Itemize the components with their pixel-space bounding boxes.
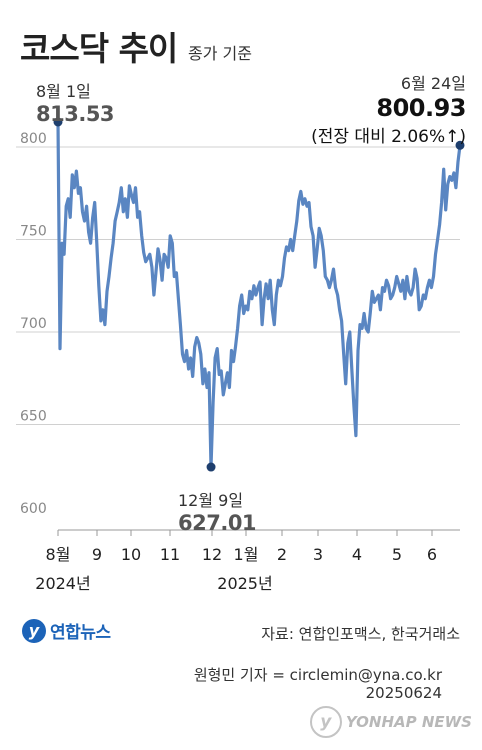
y-axis-ticks: 600 650 700 750 800 <box>20 131 47 517</box>
y-tick-label: 650 <box>20 409 47 425</box>
x-tick-label: 10 <box>121 545 141 564</box>
end-annotation: 6월 24일 800.93 (전장 대비 2.06%↑) <box>311 70 466 147</box>
x-tick-label: 12 <box>202 545 222 564</box>
x-tick-label: 3 <box>313 545 323 564</box>
marker-layer <box>53 117 465 472</box>
x-axis: 8월 9 10 11 12 1월 2 3 4 5 6 2024년 2025년 <box>35 529 460 593</box>
y-tick-label: 800 <box>20 131 47 147</box>
x-tick-label: 6 <box>427 545 437 564</box>
grid-lines <box>16 146 460 425</box>
x-tick-label: 1월 <box>234 545 259 564</box>
chart-subtitle: 종가 기준 <box>188 44 252 63</box>
start-marker <box>53 117 63 127</box>
x-tick-label: 8월 <box>46 545 71 564</box>
reporter-credit: 원형민 기자 = circlemin@yna.co.kr <box>193 666 442 684</box>
chart-title: 코스닥 추이 <box>20 29 178 68</box>
end-date-label: 6월 24일 <box>400 74 466 93</box>
yonhap-logo: y 연합뉴스 <box>22 618 111 643</box>
low-marker <box>206 462 216 472</box>
low-annotation: 12월 9일 627.01 <box>178 487 257 535</box>
start-value-label: 813.53 <box>36 102 115 126</box>
watermark-text: YONHAP NEWS <box>345 713 472 731</box>
watermark: y YONHAP NEWS <box>309 706 472 738</box>
series-layer <box>56 120 462 469</box>
year-label: 2024년 <box>35 574 90 593</box>
line-chart: 600 650 700 750 800 8월 9 10 11 12 1월 2 3 4 5 6 2024년 202… <box>16 117 465 593</box>
end-change-label: (전장 대비 2.06%↑) <box>311 127 466 147</box>
x-tick-label: 9 <box>92 545 102 564</box>
y-tick-label: 700 <box>20 316 47 332</box>
kosdaq-line <box>56 120 462 469</box>
year-label: 2025년 <box>217 574 272 593</box>
start-date-label: 8월 1일 <box>36 82 91 101</box>
date-code: 20250624 <box>365 684 442 702</box>
x-tick-label: 11 <box>160 545 180 564</box>
watermark-logo-icon: y <box>309 706 342 738</box>
low-value-label: 627.01 <box>178 511 257 535</box>
x-tick-label: 2 <box>277 545 287 564</box>
low-date-label: 12월 9일 <box>178 491 244 510</box>
yonhap-logo-icon: y <box>22 618 46 643</box>
x-tick-label: 5 <box>392 545 402 564</box>
x-tick-label: 4 <box>352 545 362 564</box>
y-tick-label: 750 <box>20 224 47 240</box>
end-marker <box>455 140 465 150</box>
start-annotation: 8월 1일 813.53 <box>36 78 115 126</box>
source-text: 자료: 연합인포맥스, 한국거래소 <box>261 625 460 643</box>
yonhap-logo-text: 연합뉴스 <box>50 623 111 643</box>
y-tick-label: 600 <box>20 501 47 517</box>
end-value-label: 800.93 <box>376 94 466 122</box>
